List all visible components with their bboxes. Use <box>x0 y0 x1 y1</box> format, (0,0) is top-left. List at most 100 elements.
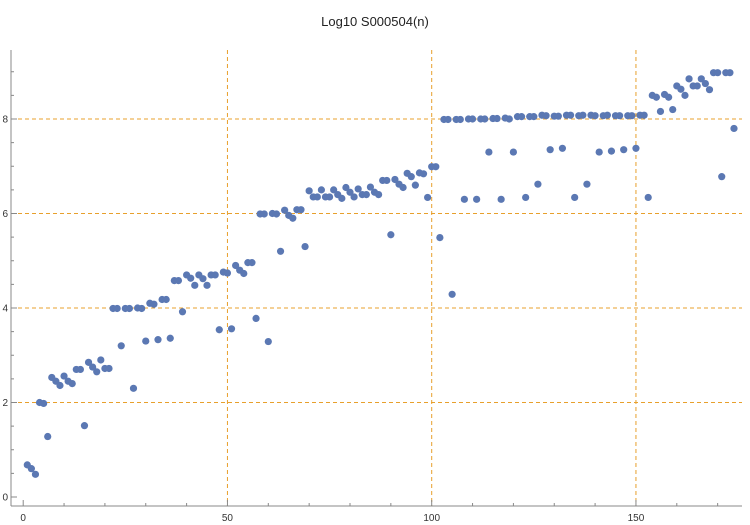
data-point <box>554 112 562 120</box>
data-point <box>607 147 616 155</box>
data-point <box>166 334 174 342</box>
data-point <box>456 115 464 124</box>
data-point <box>187 274 195 282</box>
data-point <box>620 146 628 154</box>
grid-lines <box>11 50 742 506</box>
data-point <box>289 214 297 222</box>
data-point <box>697 75 705 83</box>
x-tick-label: 150 <box>628 513 645 524</box>
data-point <box>350 193 358 201</box>
data-point <box>603 111 611 119</box>
data-point <box>493 114 501 123</box>
data-point <box>150 300 158 308</box>
data-point <box>154 336 162 344</box>
data-point <box>383 176 391 185</box>
data-point <box>354 185 362 193</box>
data-point <box>677 85 685 93</box>
data-point <box>432 163 440 171</box>
data-point <box>726 69 734 77</box>
data-point <box>272 210 281 218</box>
data-point <box>632 144 640 152</box>
data-point <box>338 194 346 202</box>
data-point <box>342 183 350 192</box>
y-tick-label: 4 <box>2 304 8 315</box>
data-point <box>31 470 40 478</box>
data-point <box>693 82 701 90</box>
data-point <box>374 191 383 199</box>
data-point <box>281 206 289 214</box>
data-point <box>27 465 35 473</box>
data-point <box>260 210 268 218</box>
data-point <box>407 173 415 181</box>
y-tick-label: 0 <box>2 493 8 504</box>
data-point <box>129 384 138 392</box>
data-point <box>701 79 709 88</box>
data-point <box>616 112 624 120</box>
data-point <box>424 193 432 202</box>
data-point <box>566 111 575 119</box>
data-point <box>579 111 587 119</box>
data-point <box>444 115 452 124</box>
data-point <box>76 365 84 374</box>
data-point <box>93 368 101 376</box>
data-point <box>203 281 211 289</box>
y-tick-label: 6 <box>2 209 8 220</box>
data-point <box>485 148 493 156</box>
data-point <box>505 115 513 123</box>
data-point <box>178 308 187 316</box>
data-point <box>718 173 726 181</box>
data-point <box>652 93 660 101</box>
data-point <box>366 183 375 191</box>
data-point <box>211 271 219 279</box>
data-point <box>558 144 567 152</box>
data-point <box>595 148 603 156</box>
data-point <box>583 180 591 188</box>
data-point <box>301 242 309 251</box>
data-point <box>644 193 652 202</box>
data-point <box>448 290 456 298</box>
data-points <box>23 69 738 478</box>
data-point <box>252 314 260 322</box>
data-point <box>460 195 468 203</box>
ticks: 0 50 100 150 0 2 4 6 8 <box>2 71 719 524</box>
data-point <box>117 342 125 350</box>
data-point <box>665 93 673 101</box>
data-point <box>325 193 334 201</box>
data-point <box>656 107 665 116</box>
data-point <box>473 195 481 203</box>
data-point <box>481 115 489 123</box>
data-point <box>248 259 256 267</box>
y-tick-label: 2 <box>2 398 8 409</box>
axes <box>10 50 742 507</box>
x-tick-label: 50 <box>222 513 234 524</box>
data-point <box>68 380 76 388</box>
data-point <box>346 188 354 196</box>
data-point <box>174 276 183 285</box>
data-point <box>330 186 338 194</box>
data-point <box>530 113 538 121</box>
data-point <box>714 69 722 77</box>
data-point <box>125 304 134 313</box>
data-point <box>669 105 677 114</box>
data-point <box>399 183 407 192</box>
data-point <box>313 193 321 201</box>
data-point <box>542 112 550 120</box>
data-point <box>297 206 305 214</box>
data-point <box>84 358 93 366</box>
data-point <box>232 261 240 270</box>
data-point <box>80 422 89 430</box>
data-point <box>264 337 272 346</box>
data-point <box>276 247 285 255</box>
data-point <box>640 111 648 119</box>
data-point <box>411 181 419 189</box>
data-point <box>223 269 232 277</box>
data-point <box>517 113 526 121</box>
data-point <box>387 231 395 239</box>
data-point <box>628 112 636 120</box>
data-point <box>509 148 517 156</box>
data-point <box>44 432 52 441</box>
data-point <box>681 91 689 99</box>
data-point <box>138 304 146 313</box>
y-tick-label: 8 <box>2 115 8 126</box>
